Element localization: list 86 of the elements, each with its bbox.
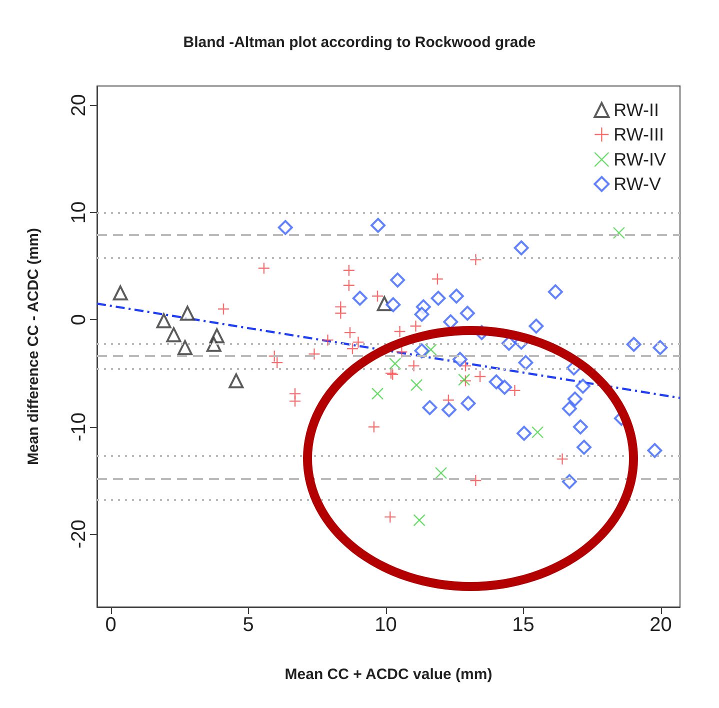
point bbox=[322, 334, 334, 346]
point bbox=[278, 220, 293, 236]
x-tick-label: 10 bbox=[374, 614, 397, 636]
point bbox=[459, 360, 472, 372]
point bbox=[386, 297, 401, 312]
y-tick-label: 10 bbox=[68, 201, 90, 224]
point bbox=[548, 284, 563, 300]
x-tick-label: 15 bbox=[512, 614, 534, 636]
point bbox=[156, 313, 172, 328]
point bbox=[562, 401, 577, 416]
point bbox=[408, 360, 420, 372]
point bbox=[531, 426, 544, 438]
point bbox=[112, 285, 128, 300]
point bbox=[442, 402, 456, 418]
point bbox=[431, 272, 444, 286]
point bbox=[556, 452, 568, 466]
point bbox=[575, 378, 590, 394]
point bbox=[180, 306, 195, 321]
point bbox=[410, 320, 422, 332]
point bbox=[430, 290, 446, 306]
point bbox=[166, 327, 182, 342]
legend-label: RW-V bbox=[614, 174, 662, 194]
point bbox=[612, 226, 626, 239]
point bbox=[414, 306, 430, 322]
point bbox=[371, 388, 384, 400]
x-tick-label: 5 bbox=[242, 614, 254, 636]
point bbox=[258, 262, 270, 274]
point bbox=[342, 279, 355, 292]
point bbox=[344, 326, 356, 339]
point bbox=[647, 442, 662, 458]
point bbox=[422, 400, 438, 416]
point bbox=[497, 380, 512, 395]
point bbox=[508, 384, 521, 397]
point bbox=[410, 378, 423, 392]
x-tick-label: 20 bbox=[650, 614, 672, 636]
point bbox=[460, 396, 476, 411]
y-axis-title: Mean difference CC - ACDC (mm) bbox=[25, 228, 42, 465]
point bbox=[434, 466, 448, 480]
point bbox=[394, 325, 406, 338]
point bbox=[528, 318, 544, 334]
point bbox=[352, 290, 368, 306]
point bbox=[334, 307, 347, 320]
point bbox=[443, 314, 458, 330]
point bbox=[396, 346, 408, 358]
point bbox=[346, 342, 359, 355]
point bbox=[384, 510, 396, 524]
legend-label: RW-II bbox=[614, 100, 660, 120]
point bbox=[518, 355, 534, 370]
point bbox=[448, 288, 464, 304]
point bbox=[228, 373, 244, 388]
point bbox=[414, 343, 430, 358]
point bbox=[308, 348, 320, 360]
point bbox=[460, 306, 475, 321]
y-tick-label: 20 bbox=[68, 94, 90, 116]
point bbox=[572, 419, 588, 434]
point bbox=[178, 340, 192, 356]
point bbox=[368, 420, 380, 433]
point bbox=[206, 336, 222, 352]
legend-label: RW-III bbox=[614, 124, 664, 144]
point bbox=[413, 514, 426, 526]
point bbox=[352, 336, 364, 348]
legend-label: RW-IV bbox=[614, 150, 666, 170]
point bbox=[576, 440, 592, 455]
y-tick-label: -10 bbox=[68, 412, 90, 442]
y-tick-label: 0 bbox=[68, 314, 90, 326]
point bbox=[470, 474, 482, 487]
point bbox=[514, 240, 529, 256]
point bbox=[370, 218, 386, 233]
chart-title: Bland -Altman plot according to Rockwood grade bbox=[183, 34, 536, 51]
point bbox=[390, 272, 406, 288]
point bbox=[474, 370, 486, 383]
point bbox=[567, 392, 582, 407]
y-tick-label: -20 bbox=[68, 520, 90, 549]
point bbox=[217, 302, 230, 316]
point bbox=[516, 426, 532, 441]
point bbox=[342, 264, 355, 276]
point bbox=[626, 336, 642, 352]
x-tick-label: 0 bbox=[105, 614, 116, 636]
point bbox=[470, 254, 482, 266]
x-axis-title: Mean CC + ACDC value (mm) bbox=[284, 666, 492, 683]
point bbox=[389, 358, 402, 370]
point bbox=[288, 395, 302, 408]
point bbox=[371, 290, 384, 302]
point bbox=[424, 344, 437, 356]
point bbox=[452, 352, 468, 367]
point bbox=[652, 340, 668, 356]
